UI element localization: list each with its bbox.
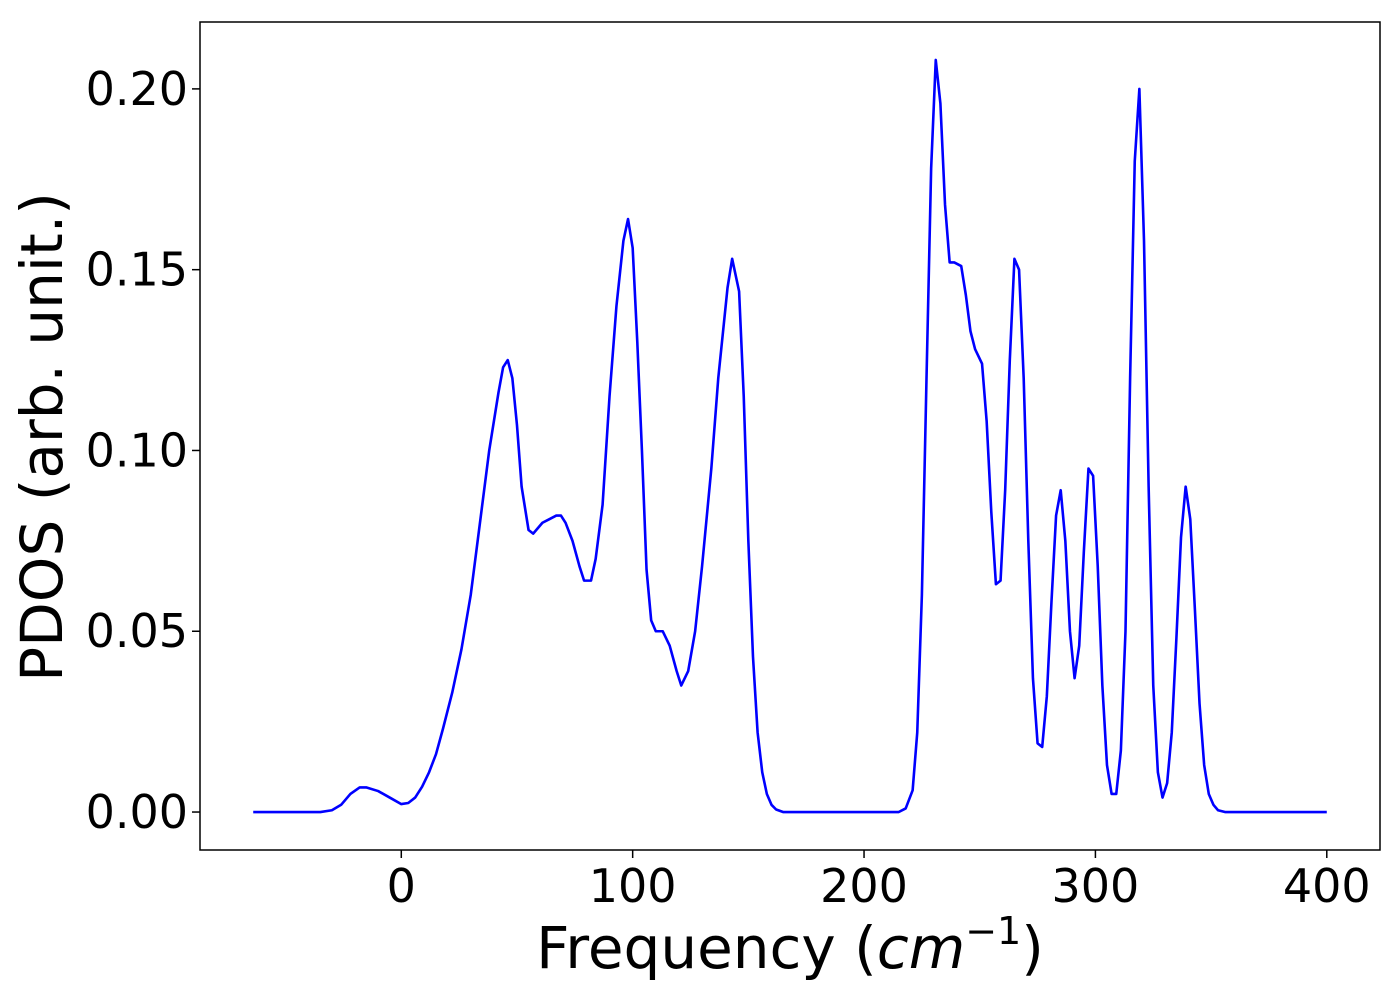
y-tick-label: 0.20 xyxy=(86,62,188,116)
y-tick-label: 0.05 xyxy=(86,604,188,658)
y-tick-label: 0.10 xyxy=(86,423,188,477)
plot-area xyxy=(253,58,1327,814)
y-axis-label: PDOS (arb. unit.) xyxy=(8,192,76,682)
plot-frame xyxy=(199,21,1381,851)
x-tick-label: 200 xyxy=(820,859,908,913)
x-tick-label: 400 xyxy=(1283,859,1371,913)
x-tick-label: 300 xyxy=(1052,859,1140,913)
x-axis: 0 100 200 300 400 xyxy=(387,850,1371,913)
pdos-series-line xyxy=(253,58,1327,814)
y-tick-label: 0.00 xyxy=(86,785,188,839)
x-axis-label: Frequency (cm−1) xyxy=(536,909,1044,982)
y-tick-label: 0.15 xyxy=(86,243,188,297)
x-tick-label: 0 xyxy=(387,859,416,913)
y-axis: 0.00 0.05 0.10 0.15 0.20 xyxy=(86,62,200,839)
x-tick-label: 100 xyxy=(589,859,677,913)
